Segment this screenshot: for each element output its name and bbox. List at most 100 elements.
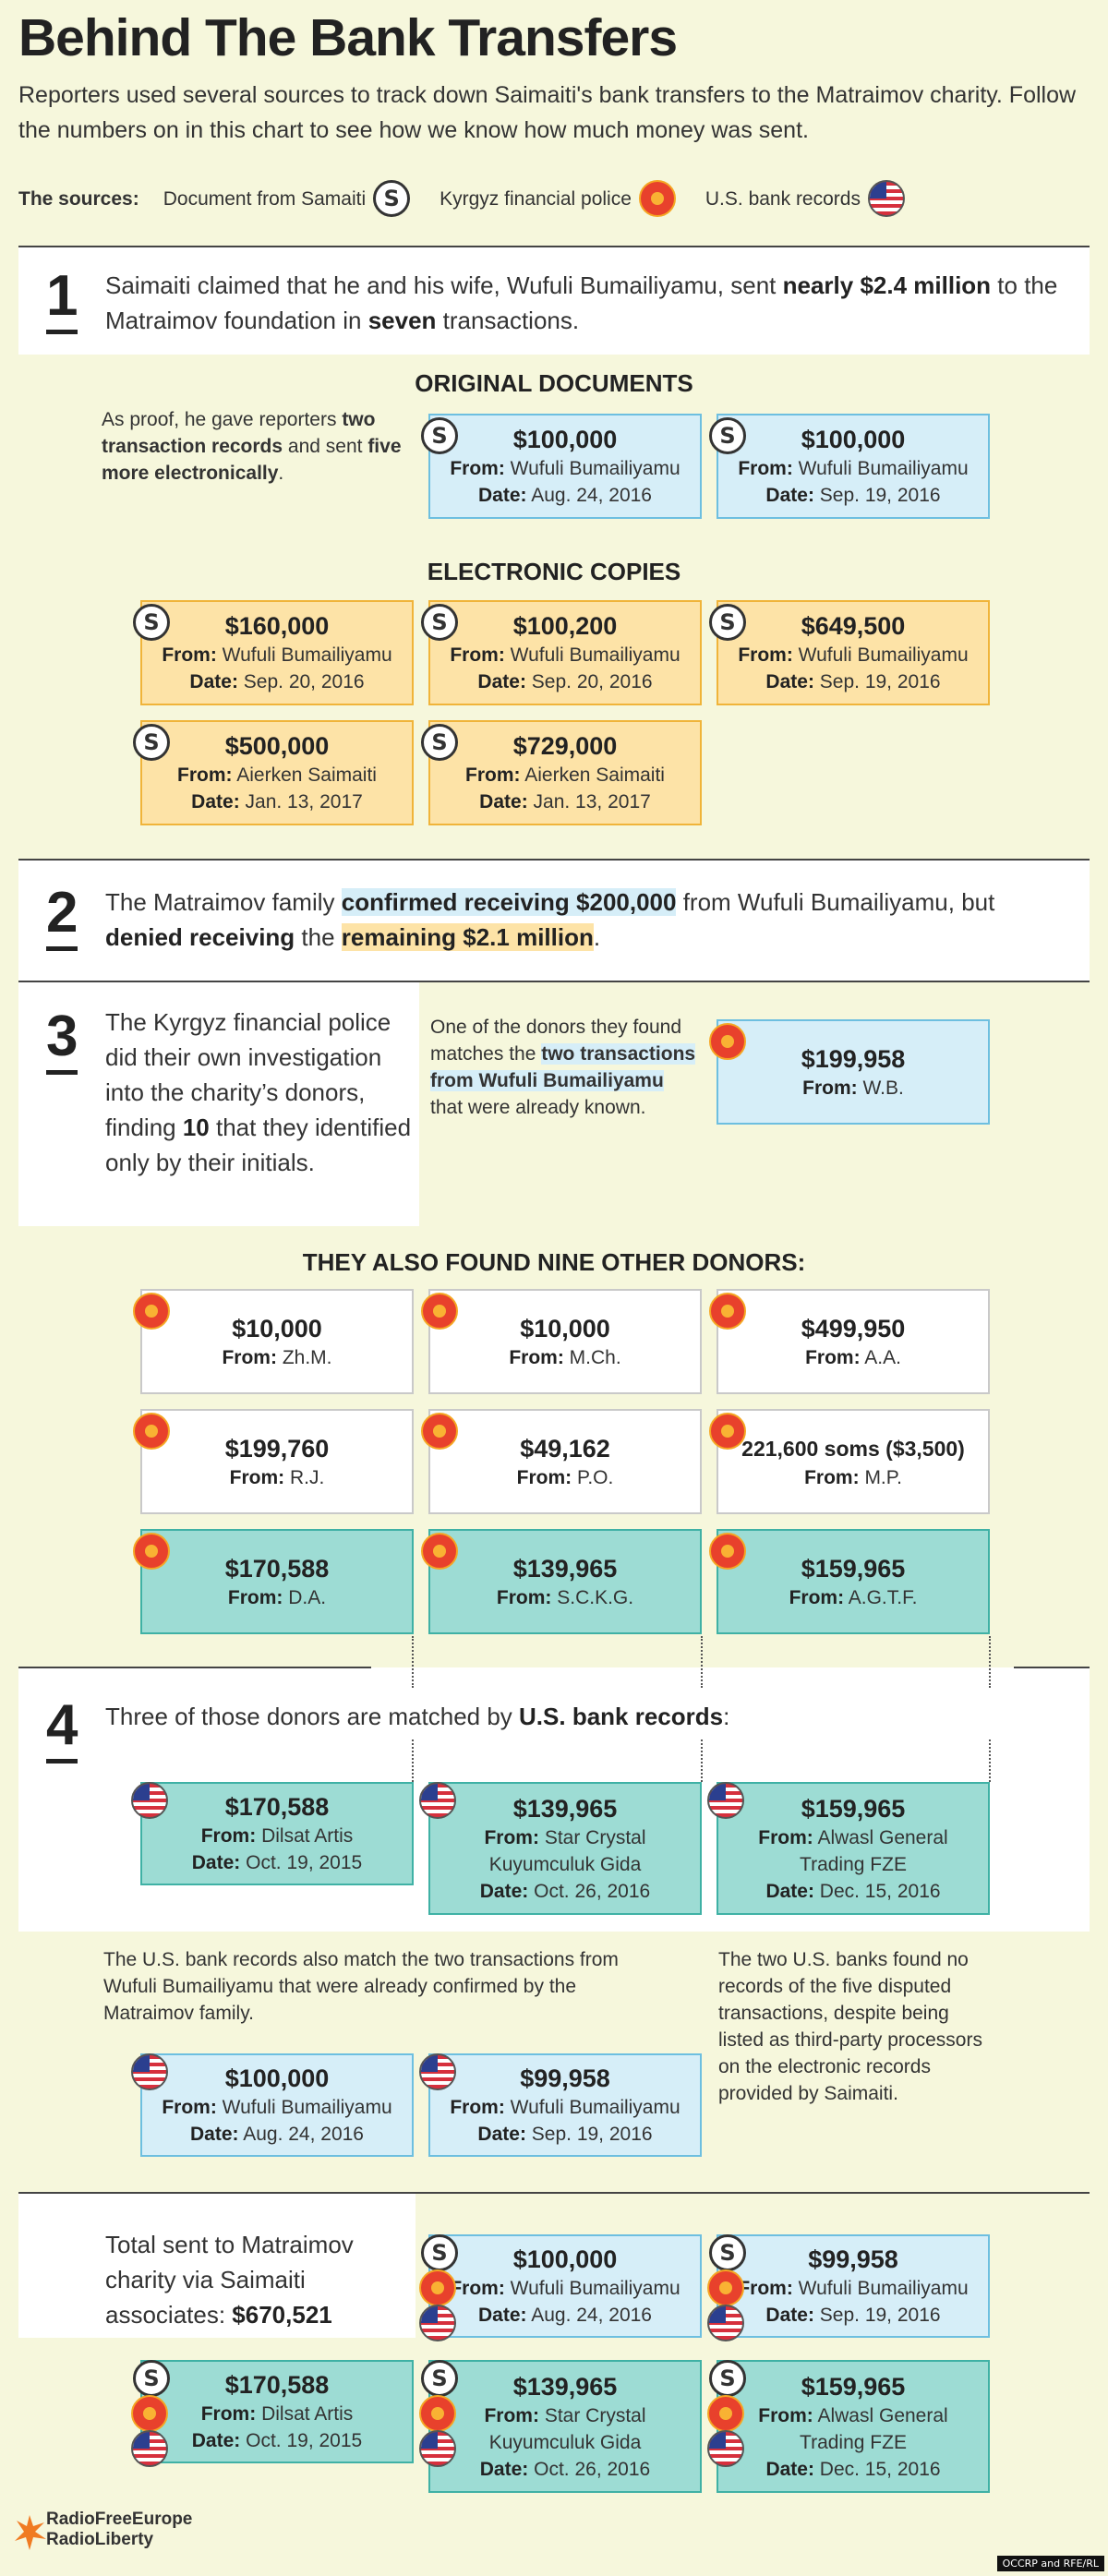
- donor-card: $499,950 From: A.A.: [717, 1289, 990, 1394]
- transaction-card: $139,965 From: Star Crystal Kuyumculuk Gi…: [428, 2360, 702, 2493]
- connector-line: [701, 1636, 703, 1688]
- divider: [18, 1667, 371, 1668]
- us-flag-icon: [419, 2305, 456, 2341]
- us-bank-note-left: The U.S. bank records also match the two…: [103, 1949, 619, 2024]
- kyrgyz-flag-icon: [419, 2395, 456, 2432]
- logo-line1: RadioFreeEurope: [46, 2510, 193, 2529]
- kyrgyz-flag-icon: [133, 1413, 170, 1450]
- transaction-card: $100,200 From: Wufuli Bumailiyamu Date: Se…: [428, 600, 702, 705]
- kyrgyz-flag-icon: [419, 2269, 456, 2306]
- kyrgyz-flag-icon: [131, 2395, 168, 2432]
- step4-text: Three of those donors are matched by U.S…: [105, 1703, 730, 1730]
- divider: [18, 246, 1090, 247]
- step-number: 4: [46, 1693, 78, 1763]
- transaction-card: $160,000 From: Wufuli Bumailiyamu Date: Se…: [140, 600, 414, 705]
- transaction-card: $170,588 From: Dilsat Artis Date: Oct. 19,…: [140, 1782, 414, 1885]
- transaction-card: $100,000 From: Wufuli Bumailiyamu Date: Se…: [717, 414, 990, 519]
- kyrgyz-flag-icon: [421, 1293, 458, 1330]
- connector-line: [989, 1636, 991, 1688]
- sources-label: The sources:: [18, 188, 139, 210]
- rferl-torch-icon: [15, 2515, 46, 2550]
- donor-card: $199,958 From: W.B.: [717, 1019, 990, 1125]
- us-flag-icon: [131, 2053, 168, 2090]
- connector-line: [412, 1739, 414, 1782]
- rferl-logo: RadioFreeEurope RadioLiberty: [13, 2510, 192, 2550]
- step3-text: The Kyrgyz financial police did their ow…: [105, 1008, 412, 1176]
- transaction-card: $99,958 From: Wufuli Bumailiyamu Date: Sep…: [717, 2234, 990, 2338]
- donor-card: $170,588 From: D.A.: [140, 1529, 414, 1634]
- step-number: 3: [46, 1005, 78, 1075]
- credit-badge: OCCRP and RFE/RL: [996, 2556, 1104, 2571]
- kyrgyz-flag-icon: [421, 1413, 458, 1450]
- s-document-icon: S: [709, 2360, 746, 2397]
- transaction-card: $649,500 From: Wufuli Bumailiyamu Date: Se…: [717, 600, 990, 705]
- us-flag-icon: [707, 2305, 744, 2341]
- s-document-icon: S: [133, 604, 170, 641]
- total-text: Total sent to Matraimov charity via Saim…: [105, 2231, 354, 2329]
- donor-card: 221,600 soms ($3,500) From: M.P.: [717, 1409, 990, 1514]
- us-flag-icon: [707, 1782, 744, 1819]
- divider: [18, 981, 1090, 982]
- divider: [1014, 1667, 1090, 1668]
- kyrgyz-flag-icon: [709, 1293, 746, 1330]
- us-flag-icon: [419, 2053, 456, 2090]
- step3-band: [18, 982, 419, 1226]
- source-label: Kyrgyz financial police: [440, 188, 632, 210]
- transaction-card: $100,000 From: Wufuli Bumailiyamu Date: Au…: [140, 2053, 414, 2157]
- original-documents-heading: ORIGINAL DOCUMENTS: [415, 369, 693, 397]
- source-document: Document from Samaiti S: [163, 180, 412, 219]
- transaction-card: $159,965 From: Alwasl General Trading FZE…: [717, 2360, 990, 2493]
- us-flag-icon: [419, 1782, 456, 1819]
- step-number: 1: [46, 264, 78, 334]
- kyrgyz-flag-icon: [421, 1533, 458, 1570]
- divider: [18, 2192, 1090, 2194]
- kyrgyz-flag-icon: [709, 1413, 746, 1450]
- s-document-icon: S: [421, 2234, 458, 2271]
- kyrgyz-flag-icon: [707, 2395, 744, 2432]
- other-donors-heading: THEY ALSO FOUND NINE OTHER DONORS:: [302, 1248, 806, 1276]
- source-police: Kyrgyz financial police: [440, 180, 678, 219]
- transaction-card: $100,000 From: Wufuli Bumailiyamu Date: Au…: [428, 2234, 702, 2338]
- step-number: 2: [46, 881, 78, 951]
- intro-text: Reporters used several sources to track …: [18, 82, 1077, 143]
- s-document-icon: S: [709, 604, 746, 641]
- step1-note: As proof, he gave reporters two transact…: [102, 409, 402, 484]
- donor-card: $199,760 From: R.J.: [140, 1409, 414, 1514]
- logo-line2: RadioLiberty: [46, 2530, 154, 2549]
- step1-text: Saimaiti claimed that he and his wife, W…: [105, 271, 1058, 334]
- electronic-copies-heading: ELECTRONIC COPIES: [427, 558, 681, 585]
- s-document-icon: S: [373, 180, 411, 217]
- transaction-card: $159,965 From: Alwasl General Trading FZE…: [717, 1782, 990, 1915]
- us-flag-icon: [131, 1782, 168, 1819]
- source-label: U.S. bank records: [705, 188, 861, 210]
- donor-card: $159,965 From: A.G.T.F.: [717, 1529, 990, 1634]
- kyrgyz-flag-icon: [709, 1023, 746, 1060]
- transaction-card: $99,958 From: Wufuli Bumailiyamu Date: Sep…: [428, 2053, 702, 2157]
- page-title: Behind The Bank Transfers: [18, 8, 678, 67]
- step3-note: One of the donors they found matches the…: [430, 1017, 696, 1118]
- s-document-icon: S: [421, 417, 458, 454]
- s-document-icon: S: [421, 604, 458, 641]
- transaction-card: $139,965 From: Star Crystal Kuyumculuk Gi…: [428, 1782, 702, 1915]
- s-document-icon: S: [709, 2234, 746, 2271]
- kyrgyz-flag-icon: [133, 1533, 170, 1570]
- source-us-bank: U.S. bank records: [705, 180, 907, 219]
- donor-card: $139,965 From: S.C.K.G.: [428, 1529, 702, 1634]
- kyrgyz-flag-icon: [133, 1293, 170, 1330]
- source-label: Document from Samaiti: [163, 188, 367, 210]
- transaction-card: $500,000 From: Aierken Saimaiti Date: Jan.…: [140, 720, 414, 825]
- us-flag-icon: [867, 180, 905, 217]
- transaction-card: $100,000 From: Wufuli Bumailiyamu Date: Au…: [428, 414, 702, 519]
- us-bank-note-right: The two U.S. banks found no records of t…: [718, 1949, 982, 2104]
- total-band: [18, 2194, 416, 2338]
- divider: [18, 859, 1090, 861]
- s-document-icon: S: [421, 724, 458, 761]
- kyrgyz-flag-icon: [709, 1533, 746, 1570]
- step1-band: [18, 247, 1090, 355]
- step2-text: The Matraimov family confirmed receiving…: [105, 888, 995, 951]
- connector-line: [701, 1739, 703, 1782]
- connector-line: [989, 1739, 991, 1782]
- us-flag-icon: [419, 2430, 456, 2467]
- kyrgyz-flag-icon: [638, 180, 676, 217]
- s-document-icon: S: [709, 417, 746, 454]
